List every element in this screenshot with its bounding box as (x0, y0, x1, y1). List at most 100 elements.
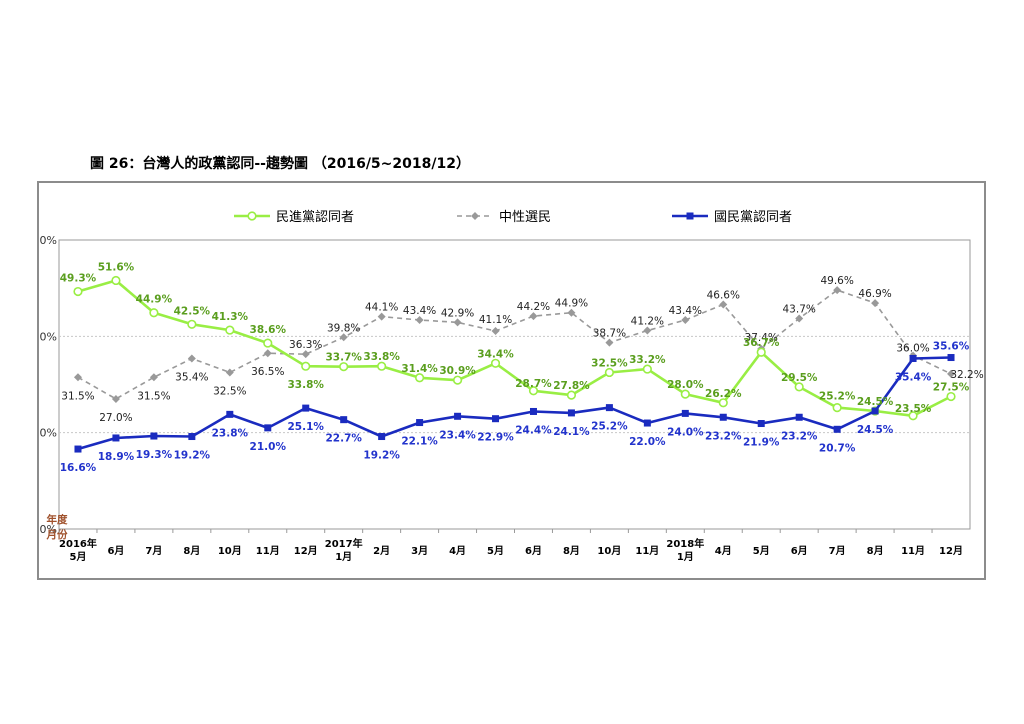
data-label: 36.7% (743, 337, 780, 349)
data-label: 42.9% (441, 307, 474, 319)
data-label: 33.2% (629, 354, 666, 366)
data-label: 35.6% (933, 341, 970, 353)
point-marker (149, 373, 158, 382)
data-label: 33.8% (363, 351, 400, 363)
point-marker (302, 404, 310, 412)
data-label: 46.9% (858, 288, 891, 300)
point-marker (225, 368, 234, 377)
data-label: 32.5% (591, 357, 628, 369)
x-tick-label-month: 3月 (411, 545, 428, 557)
data-label: 35.4% (895, 371, 932, 383)
point-marker (416, 419, 424, 427)
data-label: 24.4% (515, 424, 552, 436)
legend-label: 國民黨認同者 (714, 209, 792, 225)
data-label: 42.5% (174, 305, 211, 317)
data-label: 31.5% (137, 390, 170, 402)
x-tick-label-month: 11月 (256, 545, 280, 557)
point-marker (567, 308, 576, 317)
data-label: 43.4% (403, 305, 436, 317)
point-marker (187, 319, 197, 329)
point-marker (73, 286, 83, 297)
data-label: 33.8% (288, 379, 325, 391)
point-marker (680, 389, 690, 399)
data-label: 21.0% (250, 441, 287, 453)
legend-marker (686, 212, 694, 220)
data-label: 19.3% (136, 449, 173, 461)
data-label: 49.6% (820, 275, 853, 287)
y-caption-year: 年度 (47, 513, 68, 526)
data-label: 38.6% (250, 324, 287, 336)
point-marker (719, 300, 728, 309)
point-marker (454, 412, 462, 420)
series-line-1 (77, 289, 952, 400)
data-label: 23.8% (212, 427, 249, 439)
data-label: 35.4% (175, 371, 208, 383)
data-label: 36.5% (251, 366, 284, 378)
data-label: 36.3% (289, 339, 322, 351)
point-marker (339, 333, 348, 342)
point-marker (529, 407, 537, 415)
point-marker (871, 299, 880, 308)
point-marker (490, 358, 501, 368)
data-label: 19.2% (363, 450, 400, 462)
data-label: 30.9% (439, 365, 476, 377)
point-marker (947, 369, 956, 378)
data-label: 31.4% (401, 363, 438, 375)
point-marker (643, 326, 652, 335)
data-label: 23.2% (781, 430, 818, 442)
data-label: 31.5% (61, 390, 94, 402)
y-tick-label: 20% (39, 427, 57, 440)
point-marker (605, 404, 613, 412)
y-tick-label: 60% (39, 234, 57, 247)
point-marker (74, 445, 82, 453)
data-label: 25.1% (288, 421, 325, 433)
y-tick-label: 0% (40, 523, 57, 536)
data-label: 23.5% (895, 403, 932, 415)
point-marker (225, 325, 235, 335)
x-tick-label-month: 11月 (635, 545, 659, 557)
data-label: 49.3% (60, 273, 97, 285)
data-label: 24.5% (857, 424, 894, 436)
data-label: 21.9% (743, 437, 780, 449)
data-label: 23.2% (705, 430, 742, 442)
x-tick-label-month: 6月 (791, 545, 808, 557)
point-marker (340, 416, 348, 424)
x-tick-label-month: 5月 (69, 551, 86, 563)
x-tick-label-month: 8月 (183, 545, 200, 557)
data-label: 44.1% (365, 302, 398, 314)
point-marker (833, 425, 841, 433)
legend-marker (247, 211, 257, 221)
x-tick-label-month: 8月 (867, 545, 884, 557)
data-label: 39.8% (327, 322, 360, 334)
figure-title: 圖 26：台灣人的政黨認同--趨勢圖 （2016/5~2018/12） (90, 156, 470, 172)
point-marker (681, 315, 690, 324)
point-marker (339, 362, 349, 372)
data-label: 44.9% (136, 294, 173, 306)
x-tick-label-month: 10月 (597, 545, 621, 557)
data-label: 46.6% (707, 290, 740, 302)
data-label: 44.9% (555, 298, 588, 310)
point-marker (377, 312, 386, 321)
x-tick-label-month: 8月 (563, 545, 580, 557)
point-marker (491, 327, 500, 336)
x-tick-label-year: 2016年 (59, 537, 97, 550)
data-label: 43.4% (669, 305, 702, 317)
x-tick-label-month: 4月 (715, 545, 732, 557)
point-marker (263, 349, 272, 358)
point-marker (187, 354, 196, 363)
x-tick-label-year: 2018年 (666, 537, 704, 550)
point-marker (719, 413, 727, 421)
point-marker (567, 409, 575, 417)
point-marker (415, 315, 424, 324)
point-marker (492, 415, 500, 423)
point-marker (415, 373, 425, 383)
x-tick-label-month: 1月 (335, 551, 352, 563)
data-label: 16.6% (60, 462, 97, 474)
data-label: 43.7% (783, 304, 816, 316)
series-line-2 (77, 356, 952, 451)
data-label: 19.2% (174, 450, 211, 462)
point-marker (757, 420, 765, 428)
